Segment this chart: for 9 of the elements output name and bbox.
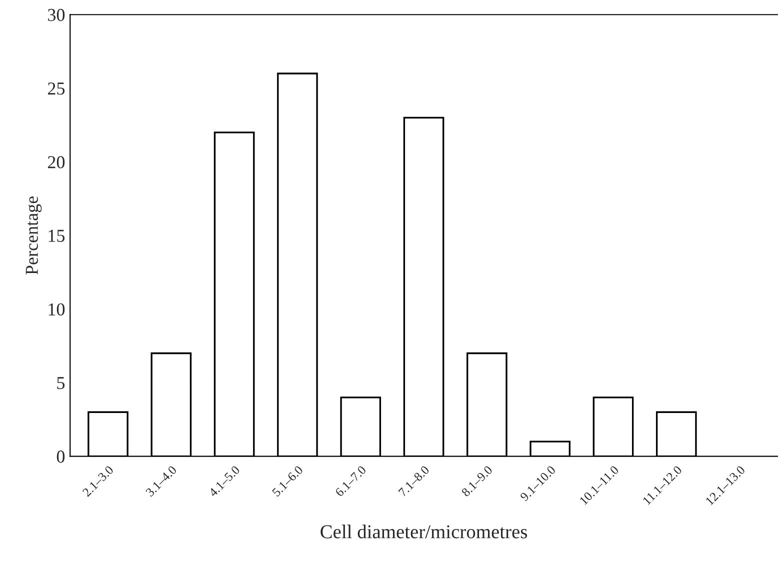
y-tick-label: 30 (48, 8, 65, 22)
y-tick-label: 15 (48, 230, 65, 242)
y-tick-label: 10 (48, 303, 65, 316)
y-tick-label: 20 (48, 156, 65, 168)
y-axis-title: Percentage (26, 196, 42, 275)
y-tick-label: 5 (57, 377, 65, 390)
y-tick-label: 25 (48, 82, 65, 95)
y-tick-label: 0 (56, 450, 65, 463)
x-axis-title: Cell diameter/micrometres (320, 524, 528, 538)
